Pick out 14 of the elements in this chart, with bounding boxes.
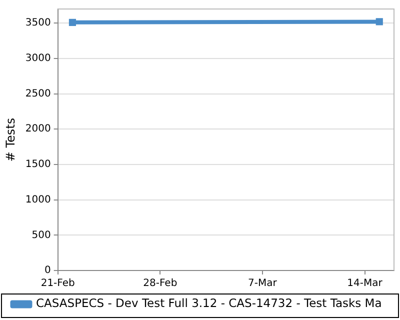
y-axis-title: # Tests [3,118,18,162]
y-tick-label: 3000 [25,53,51,64]
x-tick-label: 28-Feb [143,278,178,290]
legend-label: CASASPECS - Dev Test Full 3.12 - CAS-14732 - Test Tasks Ma [36,296,382,310]
y-tick-label: 0 [44,265,51,276]
y-tick-label: 500 [32,230,51,241]
y-tick-label: 3500 [25,18,51,29]
y-tick-label: 2000 [25,124,51,135]
x-tick-label: 7-Mar [248,278,278,290]
y-tick-label: 2500 [25,88,51,100]
x-tick-label: 14-Mar [347,278,384,290]
y-tick-label: 1500 [25,159,51,170]
x-tick-label: 21-Feb [40,278,75,290]
y-tick-label: 1000 [25,194,51,206]
